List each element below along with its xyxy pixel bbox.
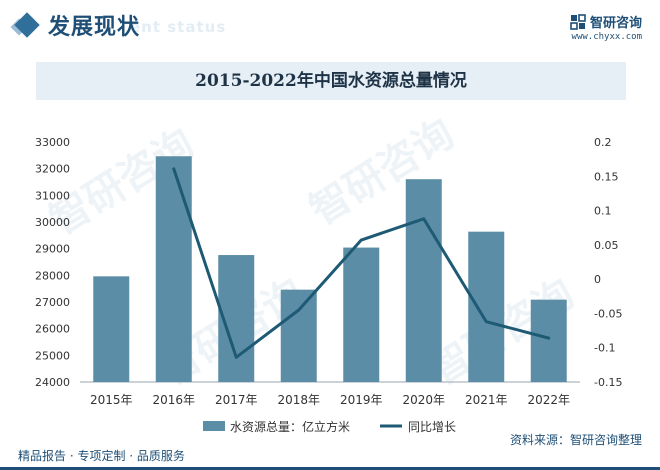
y-left-tick-label: 28000 [35, 269, 70, 282]
x-tick-label: 2017年 [215, 393, 258, 407]
legend-bar-label: 水资源总量：亿立方米 [230, 419, 350, 434]
growth-line [172, 167, 551, 359]
y-left-tick-label: 32000 [35, 163, 70, 176]
bar [405, 179, 442, 382]
y-left-tick-label: 31000 [35, 189, 70, 202]
brand-name: 智研咨询 [589, 16, 642, 31]
y-left-tick-label: 27000 [35, 296, 70, 309]
bar [280, 289, 317, 382]
y-right-tick-label: 0.15 [594, 170, 619, 183]
y-left-tick-label: 26000 [35, 323, 70, 336]
y-right-tick-label: -0.05 [594, 307, 622, 320]
y-right-tick-label: 0.2 [594, 136, 612, 149]
brand-logo-icon [570, 13, 586, 30]
x-tick-label: 2022年 [527, 393, 570, 407]
bar [343, 247, 380, 382]
x-tick-label: 2018年 [277, 393, 320, 407]
x-tick-label: 2020年 [402, 393, 445, 407]
legend-line-label: 同比增长 [408, 420, 456, 434]
footer-divider [0, 467, 660, 470]
chart-title: 2015-2022年中国水资源总量情况 [195, 71, 467, 91]
bar [155, 156, 192, 382]
x-tick-label: 2019年 [340, 393, 383, 407]
y-right-tick-label: 0 [594, 273, 601, 286]
y-left-tick-label: 33000 [35, 136, 70, 149]
y-right-tick-label: -0.15 [594, 376, 622, 389]
y-left-tick-label: 25000 [35, 349, 70, 362]
y-right-tick-label: 0.1 [594, 205, 612, 218]
brand: 智研咨询 www.chyxx.com [570, 12, 642, 42]
footer-tagline: 精品报告 · 专项定制 · 品质服务 [18, 449, 185, 463]
header: ent status 发展现状 智研咨询 www.chyxx.com [0, 0, 660, 48]
bar [93, 276, 130, 382]
y-right-tick-label: 0.05 [594, 239, 619, 252]
brand-url: www.chyxx.com [571, 32, 642, 42]
section-title: 发展现状 [48, 15, 141, 40]
x-tick-label: 2015年 [90, 393, 133, 407]
chart-title-band: 2015-2022年中国水资源总量情况 [36, 62, 626, 100]
x-tick-label: 2021年 [465, 393, 508, 407]
source-note: 资料来源：智研咨询整理 [509, 433, 642, 447]
y-left-tick-label: 29000 [35, 243, 70, 256]
x-tick-label: 2016年 [152, 393, 195, 407]
y-right-tick-label: -0.1 [594, 342, 615, 355]
header-ghost-text: ent status [130, 18, 227, 36]
bar [530, 299, 567, 382]
legend-bar-swatch [203, 421, 225, 431]
y-left-tick-label: 30000 [35, 216, 70, 229]
bar [468, 231, 505, 382]
y-left-tick-label: 24000 [35, 376, 70, 389]
